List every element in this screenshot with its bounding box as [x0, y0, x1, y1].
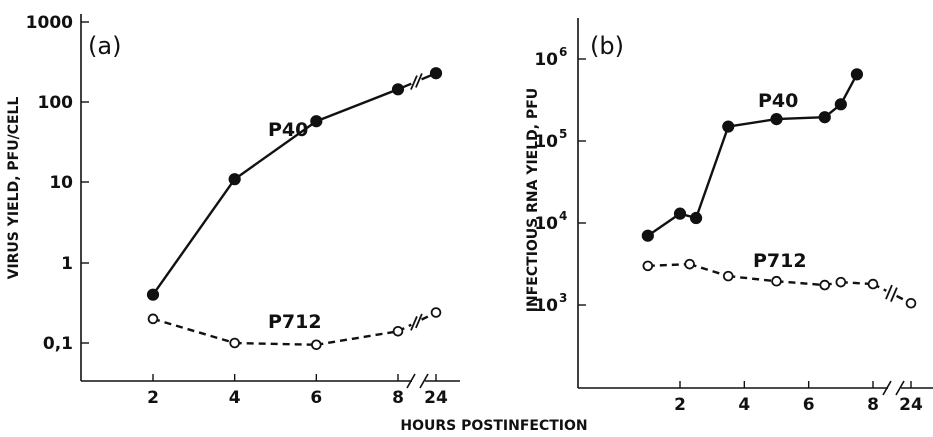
data-point-open [771, 275, 782, 287]
line-break-mark [885, 284, 893, 300]
data-point-filled [834, 98, 847, 111]
series-line-segment [694, 126, 730, 219]
series-line-segment [647, 262, 690, 268]
data-point-open [642, 260, 654, 272]
series-label: P40 [758, 90, 798, 112]
x-tick-label: 24 [899, 395, 923, 415]
data-point-open [835, 276, 847, 288]
y-tick-exponent: 3 [559, 291, 567, 305]
x-tick-label: 8 [867, 395, 879, 415]
series-label: P712 [753, 250, 807, 272]
y-axis-label: VIRUS YIELD, PFU/CELL [6, 97, 22, 280]
y-tick-exponent: 6 [559, 45, 567, 59]
series-line-segment [315, 88, 399, 123]
axis-break-mark [895, 380, 905, 396]
y-tick-label: 10 [49, 173, 73, 193]
data-point-filled [146, 288, 160, 301]
y-tick-exponent: 5 [559, 127, 567, 141]
series-label: P40 [268, 119, 308, 141]
y-tick-exponent: 4 [559, 209, 567, 223]
y-tick-label: 10 [534, 132, 558, 152]
data-point-open [392, 325, 404, 337]
data-point-filled [818, 111, 831, 124]
data-point-filled [689, 211, 703, 225]
line-break-mark [410, 316, 418, 331]
data-point-open [867, 278, 879, 290]
series-label: P712 [268, 311, 322, 333]
data-point-open [905, 297, 917, 309]
data-point-filled [673, 207, 687, 220]
series-line-segment [689, 262, 729, 278]
data-point-filled [641, 229, 654, 242]
x-tick-label: 8 [392, 388, 404, 408]
series-line-segment [233, 120, 318, 181]
y-tick-label: 100 [38, 93, 74, 113]
y-tick-label: 1000 [26, 13, 73, 33]
series-line-segment [776, 116, 825, 121]
data-point-filled [722, 120, 735, 133]
series-line-segment [152, 178, 236, 296]
series-line-segment [647, 212, 681, 237]
data-point-open [722, 270, 734, 282]
data-point-filled [391, 83, 405, 96]
series-line-segment [776, 280, 825, 287]
axis-break-mark [882, 380, 892, 396]
x-tick-label: 6 [310, 388, 322, 408]
y-tick-label: 10 [534, 296, 558, 316]
x-tick-label: 24 [424, 388, 448, 408]
data-point-open [311, 339, 322, 351]
y-tick-label: 0,1 [43, 334, 73, 354]
data-point-open [684, 258, 695, 270]
line-break-mark [890, 287, 898, 302]
line-break-mark [410, 75, 418, 90]
series-line-segment [152, 317, 236, 345]
data-point-open [147, 313, 159, 325]
series-line-segment [728, 117, 777, 128]
y-tick-label: 10 [534, 50, 558, 70]
panel-label: (b) [590, 32, 624, 60]
series-line-segment [316, 330, 399, 346]
data-point-filled [850, 68, 864, 81]
x-tick-label: 2 [147, 388, 159, 408]
data-point-filled [228, 173, 241, 186]
y-tick-label: 1 [61, 254, 73, 274]
series-line-segment [234, 341, 317, 346]
x-axis-label: HOURS POSTINFECTION [400, 418, 587, 434]
data-point-filled [310, 115, 323, 128]
line-break-mark [415, 313, 423, 329]
y-axis-label: INFECTIOUS RNA YIELD, PFU [525, 88, 541, 312]
x-tick-label: 4 [738, 395, 750, 415]
data-point-filled [770, 112, 783, 126]
x-tick-label: 4 [229, 388, 241, 408]
data-point-open [229, 337, 240, 349]
line-break-mark [415, 73, 423, 88]
data-point-open [430, 307, 442, 318]
data-point-filled [429, 67, 443, 80]
series-line-segment [840, 280, 874, 286]
axis-break-mark [419, 373, 429, 389]
x-tick-label: 6 [803, 395, 815, 415]
axis-break-mark [406, 373, 416, 389]
panel-label: (a) [88, 32, 121, 60]
x-tick-label: 2 [674, 395, 686, 415]
series-line-segment [728, 274, 777, 283]
data-point-open [819, 279, 831, 291]
y-tick-label: 10 [534, 214, 558, 234]
